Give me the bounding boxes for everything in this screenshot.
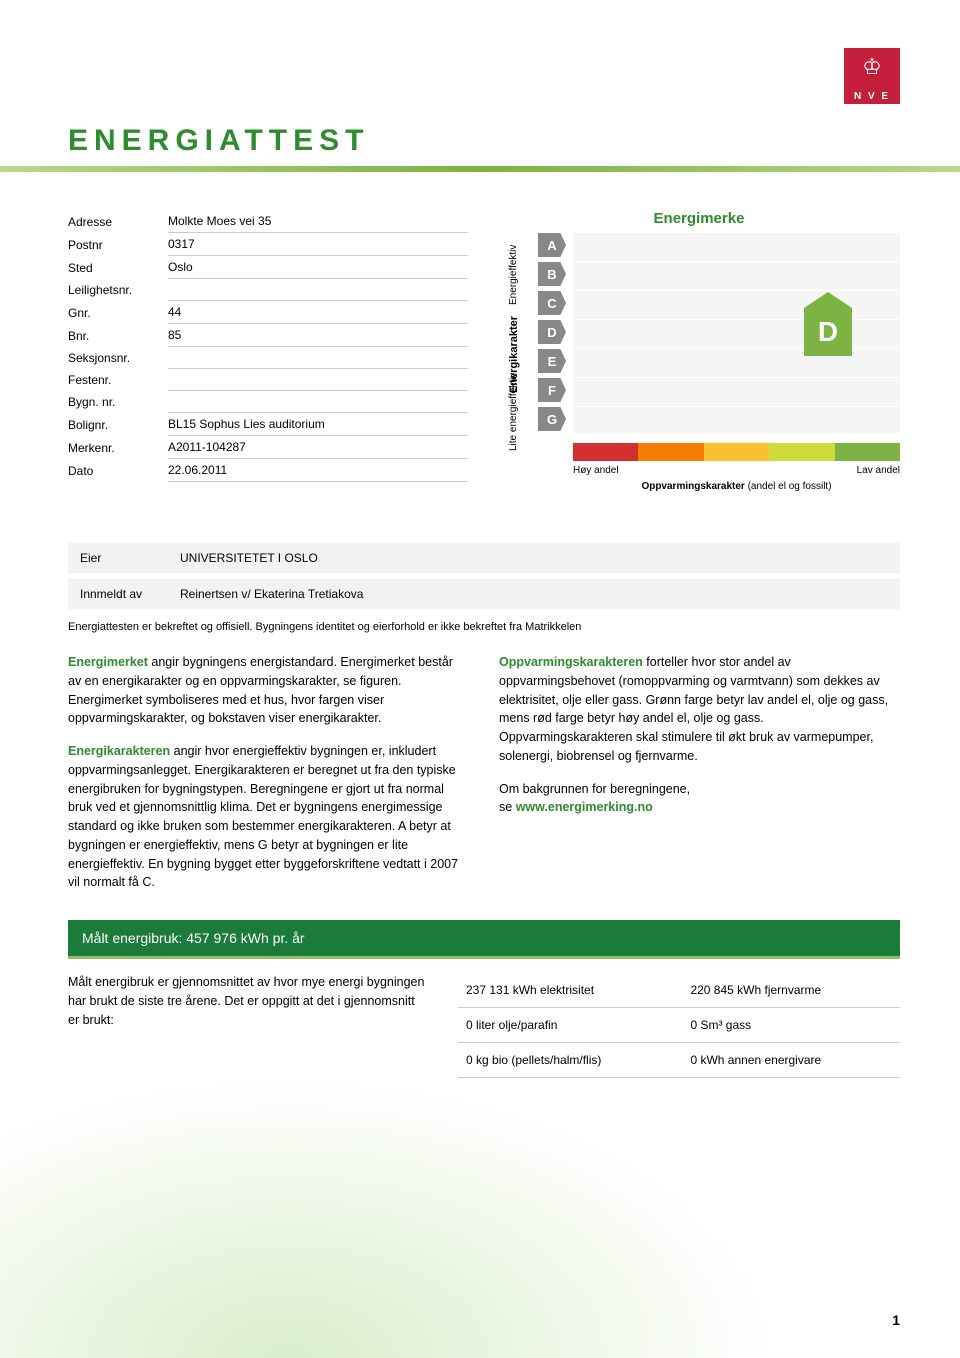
- header-divider: [0, 166, 960, 172]
- x-label-left: Høy andel: [573, 465, 619, 476]
- em-strong-3: Oppvarmingskarakteren: [499, 655, 643, 669]
- plot-area: D: [573, 233, 900, 433]
- energimerking-link[interactable]: www.energimerking.no: [516, 800, 653, 814]
- property-label: Postnr: [68, 233, 168, 256]
- logo-text: N V E: [854, 91, 890, 102]
- grade-badge: D: [538, 320, 566, 344]
- body-right-column: Oppvarmingskarakteren forteller hvor sto…: [499, 653, 900, 892]
- marker-letter: D: [818, 316, 838, 348]
- property-label: Bygn. nr.: [68, 391, 168, 413]
- property-row: Merkenr.A2011-104287: [68, 436, 468, 459]
- color-segment: [573, 443, 638, 461]
- grade-badge: C: [538, 291, 566, 315]
- property-row: AdresseMolkte Moes vei 35: [68, 210, 468, 233]
- usage-cell: 0 kWh annen energivare: [682, 1043, 900, 1078]
- em-strong-1: Energimerket: [68, 655, 148, 669]
- property-label: Dato: [68, 459, 168, 482]
- reporter-row: Innmeldt av Reinertsen v/ Ekaterina Tret…: [68, 579, 900, 609]
- property-row: Bygn. nr.: [68, 391, 468, 413]
- x-axis-caption: Oppvarmingskarakter (andel el og fossilt…: [573, 481, 900, 492]
- property-row: Postnr0317: [68, 233, 468, 256]
- property-label: Festenr.: [68, 369, 168, 391]
- usage-cell: 0 kg bio (pellets/halm/flis): [458, 1043, 682, 1078]
- property-value: Molkte Moes vei 35: [168, 210, 468, 233]
- property-value: 44: [168, 301, 468, 324]
- heating-color-bar: [573, 443, 900, 461]
- property-value: 22.06.2011: [168, 459, 468, 482]
- x-axis-labels: Høy andel Lav andel: [573, 465, 900, 476]
- property-label: Leilighetsnr.: [68, 279, 168, 301]
- property-value: Oslo: [168, 256, 468, 279]
- y-axis-label-bot: Lite energieffektiv: [508, 373, 519, 451]
- usage-description: Målt energibruk er gjennomsnittet av hvo…: [68, 973, 428, 1078]
- color-segment: [638, 443, 703, 461]
- usage-table: 237 131 kWh elektrisitet220 845 kWh fjer…: [458, 973, 900, 1078]
- property-label: Bolignr.: [68, 413, 168, 436]
- color-segment: [835, 443, 900, 461]
- em-text-4: Om bakgrunnen for beregningene,: [499, 780, 900, 799]
- property-label: Seksjonsnr.: [68, 347, 168, 369]
- property-label: Merkenr.: [68, 436, 168, 459]
- property-row: Leilighetsnr.: [68, 279, 468, 301]
- grade-badge: A: [538, 233, 566, 257]
- property-value: [168, 369, 468, 391]
- body-left-column: Energimerket angir bygningens energistan…: [68, 653, 469, 892]
- property-row: StedOslo: [68, 256, 468, 279]
- y-axis-label-top: Energieffektiv: [508, 245, 519, 305]
- usage-cell: 0 liter olje/parafin: [458, 1008, 682, 1043]
- property-value: 85: [168, 324, 468, 347]
- usage-cell: 0 Sm³ gass: [682, 1008, 900, 1043]
- nve-logo: ♔ N V E: [844, 48, 900, 104]
- color-segment: [704, 443, 769, 461]
- property-row: Bolignr.BL15 Sophus Lies auditorium: [68, 413, 468, 436]
- reporter-value: Reinertsen v/ Ekaterina Tretiakova: [180, 587, 363, 601]
- owner-value: UNIVERSITETET I OSLO: [180, 551, 318, 565]
- grade-badge: E: [538, 349, 566, 373]
- energy-chart: Energieffektiv Energikarakter Lite energ…: [498, 233, 900, 513]
- usage-row: 0 liter olje/parafin0 Sm³ gass: [458, 1008, 900, 1043]
- grade-badge: B: [538, 262, 566, 286]
- grade-marker: D: [804, 308, 852, 356]
- reporter-label: Innmeldt av: [80, 587, 180, 601]
- color-segment: [769, 443, 834, 461]
- page-number: 1: [892, 1312, 900, 1328]
- property-row: Gnr.44: [68, 301, 468, 324]
- grade-badge: F: [538, 378, 566, 402]
- grade-badge: G: [538, 407, 566, 431]
- em-text-3: forteller hvor stor andel av oppvarmings…: [499, 655, 888, 763]
- property-row: Dato22.06.2011: [68, 459, 468, 482]
- verification-note: Energiattesten er bekreftet og offisiell…: [68, 621, 900, 633]
- crown-icon: ♔: [862, 54, 882, 80]
- property-label: Sted: [68, 256, 168, 279]
- x-label-right: Lav andel: [857, 465, 900, 476]
- property-value: [168, 347, 468, 369]
- page-title: ENERGIATTEST: [68, 124, 369, 158]
- property-value: A2011-104287: [168, 436, 468, 459]
- property-label: Gnr.: [68, 301, 168, 324]
- owner-row: Eier UNIVERSITETET I OSLO: [68, 543, 900, 573]
- property-row: Festenr.: [68, 369, 468, 391]
- grade-column: ABCDEFG: [538, 233, 566, 431]
- property-value: [168, 279, 468, 301]
- owner-label: Eier: [80, 551, 180, 565]
- property-label: Bnr.: [68, 324, 168, 347]
- usage-cell: 237 131 kWh elektrisitet: [458, 973, 682, 1008]
- em-text-2: angir hvor energieffektiv bygningen er, …: [68, 744, 458, 889]
- property-table: AdresseMolkte Moes vei 35Postnr0317StedO…: [68, 210, 468, 482]
- property-label: Adresse: [68, 210, 168, 233]
- property-row: Seksjonsnr.: [68, 347, 468, 369]
- property-value: BL15 Sophus Lies auditorium: [168, 413, 468, 436]
- usage-cell: 220 845 kWh fjernvarme: [682, 973, 900, 1008]
- property-value: [168, 391, 468, 413]
- usage-row: 237 131 kWh elektrisitet220 845 kWh fjer…: [458, 973, 900, 1008]
- property-row: Bnr.85: [68, 324, 468, 347]
- usage-header: Målt energibruk: 457 976 kWh pr. år: [68, 920, 900, 959]
- em-strong-2: Energikarakteren: [68, 744, 170, 758]
- usage-row: 0 kg bio (pellets/halm/flis)0 kWh annen …: [458, 1043, 900, 1078]
- property-value: 0317: [168, 233, 468, 256]
- chart-title: Energimerke: [498, 210, 900, 227]
